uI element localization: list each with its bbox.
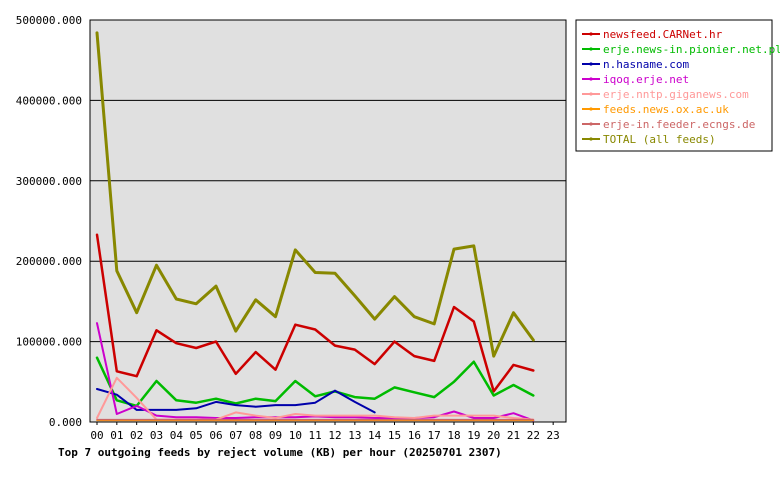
y-tick-label: 400000.000	[16, 94, 82, 107]
x-tick-label: 08	[249, 429, 262, 442]
x-tick-label: 07	[229, 429, 242, 442]
x-tick-label: 14	[368, 429, 382, 442]
x-tick-label: 20	[487, 429, 500, 442]
x-tick-label: 00	[90, 429, 103, 442]
x-tick-label: 16	[408, 429, 421, 442]
legend-box	[575, 19, 773, 152]
x-tick-label: 02	[130, 429, 143, 442]
y-tick-label: 500000.000	[16, 14, 82, 27]
x-tick-label: 17	[428, 429, 441, 442]
x-tick-label: 22	[527, 429, 540, 442]
x-tick-label: 21	[507, 429, 520, 442]
legend-label: TOTAL (all feeds)	[603, 133, 716, 146]
y-tick-label: 0.000	[49, 416, 82, 429]
legend-marker	[589, 107, 593, 111]
x-tick-label: 23	[547, 429, 560, 442]
legend-label: erje.nntp.giganews.com	[603, 88, 749, 101]
x-tick-label: 05	[190, 429, 203, 442]
y-tick-label: 200000.000	[16, 255, 82, 268]
series-line-0	[95, 233, 535, 393]
x-tick-label: 03	[150, 429, 163, 442]
legend-items: newsfeed.CARNet.hr erje.news-in.pionier.n…	[582, 28, 780, 146]
x-axis-ticks: 00 01 02 03 04 05 06 07 08 09 10 11 12 13 14 15 16 17 18 19…	[90, 422, 560, 442]
series-layer	[95, 31, 535, 422]
legend-label: erje.news-in.pionier.net.pl	[603, 43, 780, 56]
x-tick-label: 18	[447, 429, 460, 442]
x-tick-label: 06	[209, 429, 222, 442]
x-tick-label: 11	[309, 429, 322, 442]
plot-area	[89, 19, 567, 423]
legend-label: n.hasname.com	[603, 58, 689, 71]
legend-marker	[589, 32, 593, 36]
legend: newsfeed.CARNet.hr erje.news-in.pionier.n…	[575, 19, 780, 152]
legend-marker	[589, 77, 593, 81]
grid-layer	[90, 19, 566, 423]
legend-marker	[589, 137, 593, 141]
series-line-1	[95, 356, 535, 408]
chart-caption: Top 7 outgoing feeds by reject volume (K…	[58, 446, 502, 459]
series-line-7	[95, 31, 535, 358]
y-tick-label: 100000.000	[16, 336, 82, 349]
x-tick-label: 10	[289, 429, 302, 442]
legend-marker	[589, 47, 593, 51]
legend-marker	[589, 62, 593, 66]
legend-marker	[589, 92, 593, 96]
x-tick-label: 13	[348, 429, 361, 442]
x-tick-label: 09	[269, 429, 282, 442]
legend-label: iqoq.erje.net	[603, 73, 689, 86]
legend-label: feeds.news.ox.ac.uk	[603, 103, 729, 116]
x-tick-label: 04	[170, 429, 184, 442]
x-tick-label: 19	[467, 429, 480, 442]
y-axis-ticks: 0.000 100000.000 200000.000 300000.000 40000…	[16, 14, 82, 429]
x-tick-label: 01	[110, 429, 123, 442]
x-tick-label: 15	[388, 429, 401, 442]
y-tick-label: 300000.000	[16, 175, 82, 188]
x-tick-label: 12	[328, 429, 341, 442]
legend-label: newsfeed.CARNet.hr	[603, 28, 723, 41]
legend-marker	[589, 122, 593, 126]
legend-label: erje-in.feeder.ecngs.de	[603, 118, 755, 131]
